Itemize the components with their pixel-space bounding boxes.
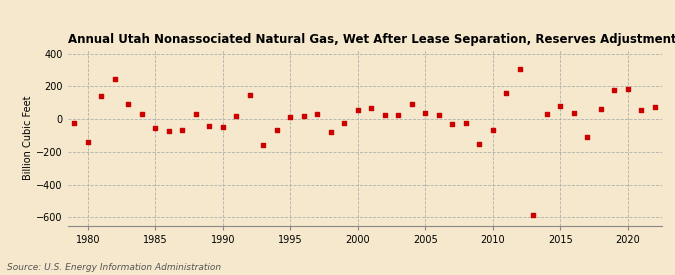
Point xyxy=(406,101,417,106)
Point xyxy=(609,88,620,93)
Point xyxy=(231,114,242,118)
Point xyxy=(163,129,174,134)
Point xyxy=(190,112,201,116)
Point xyxy=(136,112,147,116)
Point xyxy=(487,128,498,132)
Point xyxy=(298,114,309,118)
Point xyxy=(393,113,404,117)
Point xyxy=(555,104,566,108)
Point xyxy=(366,105,377,110)
Point xyxy=(420,111,431,116)
Y-axis label: Billion Cubic Feet: Billion Cubic Feet xyxy=(23,95,33,180)
Point xyxy=(636,108,647,112)
Point xyxy=(285,114,296,119)
Point xyxy=(109,77,120,81)
Point xyxy=(501,91,512,95)
Point xyxy=(622,87,633,91)
Point xyxy=(123,102,134,106)
Text: Source: U.S. Energy Information Administration: Source: U.S. Energy Information Administ… xyxy=(7,263,221,272)
Point xyxy=(433,113,444,117)
Point xyxy=(541,112,552,116)
Point xyxy=(258,143,269,147)
Point xyxy=(82,140,93,144)
Point xyxy=(150,126,161,130)
Point xyxy=(204,124,215,129)
Point xyxy=(352,108,363,112)
Point xyxy=(312,112,323,116)
Point xyxy=(460,121,471,125)
Point xyxy=(339,121,350,125)
Point xyxy=(595,107,606,111)
Point xyxy=(447,122,458,126)
Point xyxy=(217,125,228,130)
Point xyxy=(474,141,485,146)
Point xyxy=(271,128,282,132)
Point xyxy=(96,94,107,98)
Point xyxy=(325,130,336,134)
Text: Annual Utah Nonassociated Natural Gas, Wet After Lease Separation, Reserves Adju: Annual Utah Nonassociated Natural Gas, W… xyxy=(68,32,675,46)
Point xyxy=(379,113,390,117)
Point xyxy=(177,128,188,132)
Point xyxy=(649,104,660,109)
Point xyxy=(69,121,80,125)
Point xyxy=(244,92,255,97)
Point xyxy=(528,213,539,217)
Point xyxy=(582,135,593,139)
Point xyxy=(514,67,525,71)
Point xyxy=(568,111,579,116)
